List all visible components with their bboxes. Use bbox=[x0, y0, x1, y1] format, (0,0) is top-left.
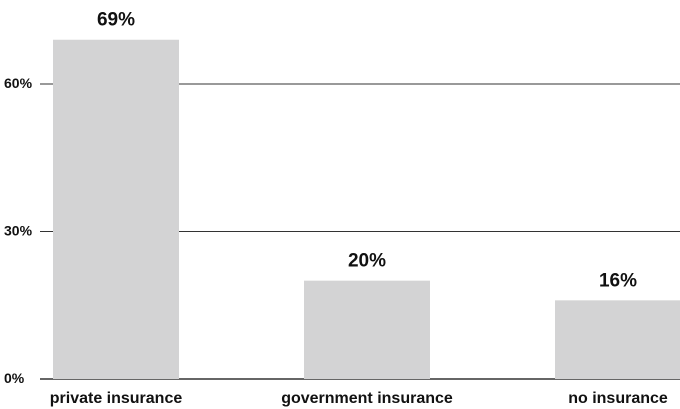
bar-2 bbox=[304, 280, 430, 379]
bar-value-label: 16% bbox=[599, 270, 637, 291]
x-category-label: government insurance bbox=[281, 390, 453, 407]
labels: 0% 30% 60% 69% private insurance 20% governmen… bbox=[4, 10, 668, 407]
bar-3 bbox=[555, 300, 680, 379]
y-tick-label: 30% bbox=[4, 222, 33, 238]
x-category-label: private insurance bbox=[50, 390, 183, 407]
x-category-label: no insurance bbox=[568, 390, 668, 407]
bar-value-label: 20% bbox=[348, 251, 386, 272]
bar-value-label: 69% bbox=[97, 10, 135, 31]
bars bbox=[53, 39, 680, 380]
y-tick-label: 0% bbox=[4, 370, 25, 386]
bar-1 bbox=[53, 39, 179, 380]
y-tick-label: 60% bbox=[4, 75, 33, 91]
